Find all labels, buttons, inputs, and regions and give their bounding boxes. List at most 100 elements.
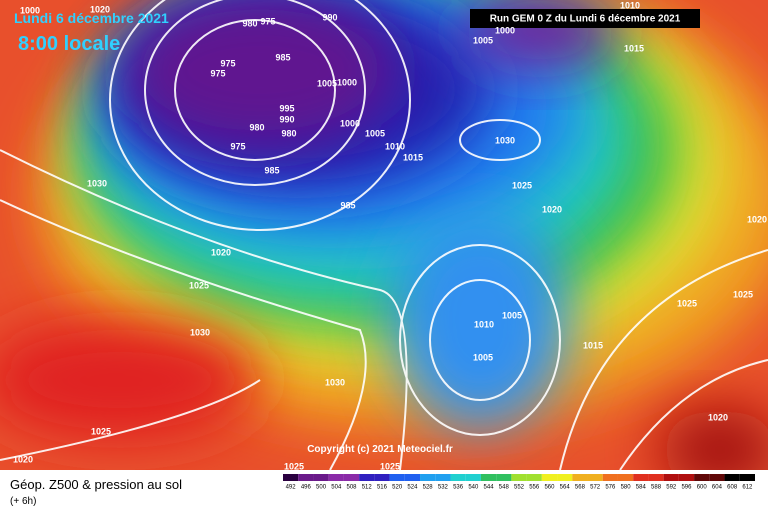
colorbar-cell xyxy=(648,474,664,481)
map-background xyxy=(0,0,768,490)
colorbar-cell xyxy=(496,474,512,481)
time-text: 8:00 locale xyxy=(18,33,120,55)
isobar-label: 1015 xyxy=(403,152,423,162)
colorbar-cell xyxy=(465,474,481,481)
colorbar-label: 552 xyxy=(514,485,525,491)
isobar-label: 990 xyxy=(279,114,294,124)
isobar-label: 1005 xyxy=(502,310,522,320)
colorbar-label: 600 xyxy=(697,485,708,491)
isobar-label: 1030 xyxy=(495,135,515,145)
isobar-label: 1030 xyxy=(325,377,345,387)
isobar-label: 1010 xyxy=(620,0,640,10)
isobar-label: 1020 xyxy=(90,4,110,14)
colorbar-label: 512 xyxy=(362,485,373,491)
colorbar-label: 492 xyxy=(286,485,297,491)
date-text: Lundi 6 décembre 2021 xyxy=(14,10,169,26)
colorbar-cell xyxy=(526,474,542,481)
colorbar-cell xyxy=(572,474,588,481)
colorbar-label: 568 xyxy=(575,485,586,491)
isobar-label: 980 xyxy=(249,122,264,132)
isobar-label: 1025 xyxy=(284,461,304,471)
colorbar-label: 612 xyxy=(742,485,753,491)
isobar-label: 1030 xyxy=(87,178,107,188)
isobar-label: 1005 xyxy=(317,78,337,88)
isobar-label: 985 xyxy=(275,52,290,62)
isobar-label: 1025 xyxy=(512,180,532,190)
colorbar-cell xyxy=(724,474,740,481)
colorbar-cell xyxy=(298,474,314,481)
colorbar-label: 588 xyxy=(651,485,662,491)
footer-lead: (+ 6h) xyxy=(10,496,36,507)
colorbar-cell xyxy=(739,474,755,481)
isobar-label: 1025 xyxy=(733,289,753,299)
isobar-label: 975 xyxy=(220,58,235,68)
colorbar-label: 496 xyxy=(301,485,312,491)
isobar-label: 1000 xyxy=(20,5,40,15)
colorbar-cell xyxy=(557,474,573,481)
colorbar-label: 516 xyxy=(377,485,388,491)
isobar-label: 975 xyxy=(230,141,245,151)
isobar-label: 1010 xyxy=(474,319,494,329)
colorbar-cell xyxy=(359,474,375,481)
colorbar-cell xyxy=(663,474,679,481)
colorbar-cell xyxy=(404,474,421,481)
isobar-label: 1000 xyxy=(495,25,515,35)
colorbar-cell xyxy=(374,474,390,481)
isobar-label: 1015 xyxy=(583,340,603,350)
colorbar-label: 508 xyxy=(347,485,358,491)
copyright: Copyright (c) 2021 Meteociel.fr xyxy=(307,444,453,455)
colorbar-label: 536 xyxy=(453,485,464,491)
isobar-label: 975 xyxy=(210,68,225,78)
isobar-label: 995 xyxy=(279,103,294,113)
colorbar-label: 532 xyxy=(438,485,449,491)
colorbar-cell xyxy=(435,474,451,481)
colorbar-label: 540 xyxy=(468,485,479,491)
colorbar-label: 580 xyxy=(621,485,632,491)
colorbar-label: 548 xyxy=(499,485,510,491)
colorbar-cell xyxy=(617,474,634,481)
run-banner xyxy=(470,9,700,28)
colorbar-cell xyxy=(389,474,405,481)
colorbar-label: 576 xyxy=(605,485,616,491)
isobar-label: 1030 xyxy=(190,327,210,337)
colorbar-label: 560 xyxy=(544,485,555,491)
colorbar-cell xyxy=(283,474,299,481)
isobar-label: 1000 xyxy=(337,77,357,87)
colorbar-label: 608 xyxy=(727,485,738,491)
colorbar-label: 504 xyxy=(331,485,342,491)
isobar-label: 980 xyxy=(281,128,296,138)
colorbar-cell xyxy=(343,474,360,481)
colorbar-cell xyxy=(511,474,527,481)
colorbar-label: 520 xyxy=(392,485,403,491)
colorbar-label: 572 xyxy=(590,485,601,491)
isobar-label: 985 xyxy=(264,165,279,175)
run-text: Run GEM 0 Z du Lundi 6 décembre 2021 xyxy=(490,14,681,25)
isobar-label: 975 xyxy=(260,16,275,26)
isobar-label: 1025 xyxy=(189,280,209,290)
isobar-label: 1025 xyxy=(91,426,111,436)
colorbar-label: 556 xyxy=(529,485,540,491)
colorbar-cell xyxy=(602,474,618,481)
isobar-label: 1015 xyxy=(624,43,644,53)
colorbar-cell xyxy=(420,474,436,481)
colorbar-label: 604 xyxy=(712,485,723,491)
isobar-label: 1005 xyxy=(473,352,493,362)
colorbar-label: 592 xyxy=(666,485,677,491)
colorbar-cell xyxy=(633,474,649,481)
isobar-label: 1020 xyxy=(747,214,767,224)
isobar-label: 1020 xyxy=(708,412,728,422)
colorbar-cell xyxy=(709,474,725,481)
colorbar-cell xyxy=(541,474,558,481)
isobar-label: 1020 xyxy=(211,247,231,257)
isobar-label: 1005 xyxy=(365,128,385,138)
colorbar-label: 528 xyxy=(423,485,434,491)
colorbar: 492 496 500 504 508 512 516 520 524 528 532 536 540 5… xyxy=(283,474,755,491)
colorbar-cell xyxy=(694,474,710,481)
colorbar-cell xyxy=(678,474,695,481)
colorbar-label: 596 xyxy=(681,485,692,491)
colorbar-label: 524 xyxy=(407,485,418,491)
colorbar-label: 564 xyxy=(560,485,571,491)
isobar-label: 1020 xyxy=(542,204,562,214)
colorbar-label: 584 xyxy=(636,485,647,491)
isobar-label: 985 xyxy=(340,200,355,210)
